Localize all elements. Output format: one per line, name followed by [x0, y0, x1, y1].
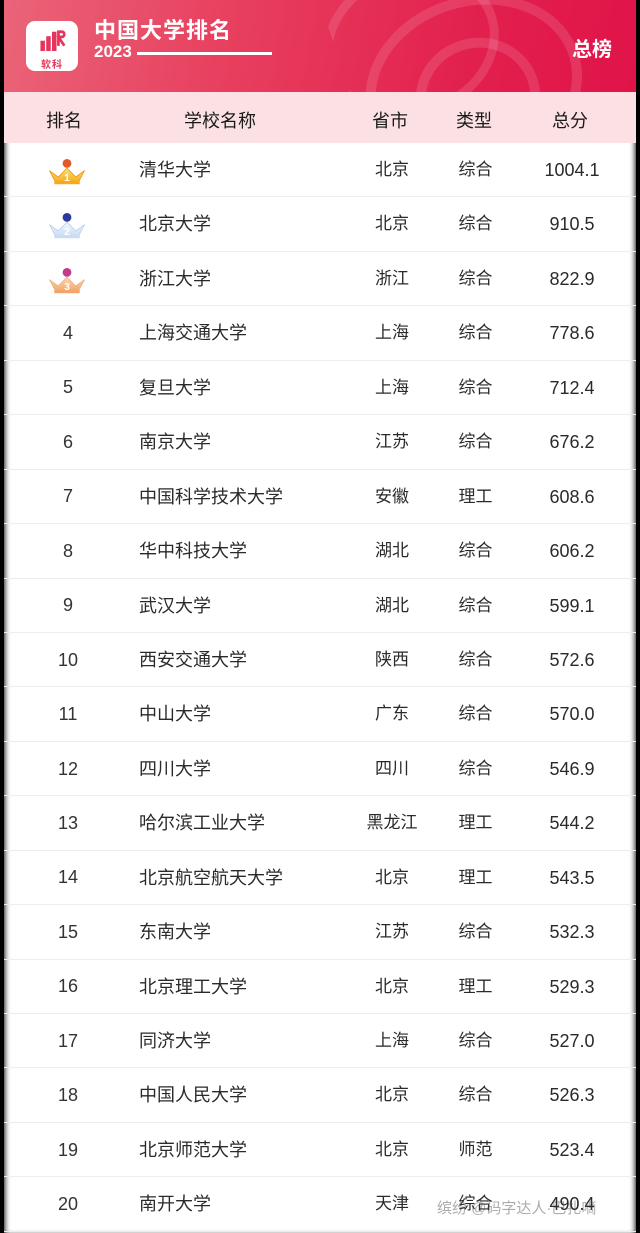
svg-text:2: 2 [64, 227, 70, 238]
svg-text:3: 3 [64, 282, 70, 293]
svg-text:1: 1 [64, 173, 70, 184]
